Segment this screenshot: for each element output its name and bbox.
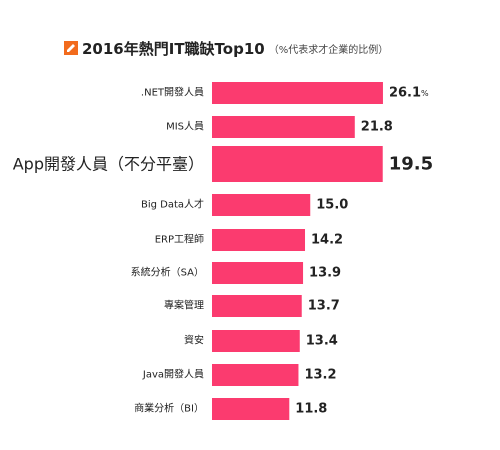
category-label: 資安: [184, 334, 204, 347]
chart-title: 2016年熱門IT職缺Top10 （%代表求才企業的比例）: [64, 38, 388, 58]
category-label: 系統分析（SA）: [131, 266, 204, 279]
chart-subtitle: （%代表求才企業的比例）: [268, 44, 389, 56]
value-label: 14.2: [311, 233, 343, 248]
value-label: 13.7: [308, 299, 340, 314]
bar: [212, 146, 383, 182]
category-label: Big Data人才: [141, 198, 204, 211]
category-label: 商業分析（BI）: [134, 402, 204, 415]
bar: [212, 229, 306, 251]
value-label: 19.5: [389, 154, 433, 175]
bar: [212, 116, 355, 138]
value-label: 13.2: [304, 368, 336, 383]
value-label: 21.8: [361, 120, 393, 135]
bar: [212, 82, 383, 104]
bar: [212, 330, 300, 352]
category-label: MIS人員: [166, 121, 204, 133]
bar: [212, 398, 290, 420]
value-label: 15.0: [316, 198, 348, 213]
bar: [212, 295, 302, 317]
category-label: ERP工程師: [155, 233, 204, 246]
value-label: 13.4: [306, 334, 338, 349]
category-label: App開發人員（不分平臺）: [13, 155, 204, 174]
bar: [212, 262, 304, 284]
value-label: 11.8: [295, 402, 327, 417]
unit-label: %: [421, 89, 429, 98]
pencil-square-icon: [64, 41, 78, 55]
category-label: .NET開發人員: [141, 86, 204, 99]
bar: [212, 194, 311, 216]
chart-title-text: 2016年熱門IT職缺Top10: [82, 39, 265, 58]
value-label: 13.9: [309, 266, 341, 281]
value-label: 26.1%: [389, 86, 429, 101]
category-label: Java開發人員: [142, 368, 204, 381]
bar: [212, 364, 299, 386]
category-label: 專案管理: [164, 299, 204, 312]
